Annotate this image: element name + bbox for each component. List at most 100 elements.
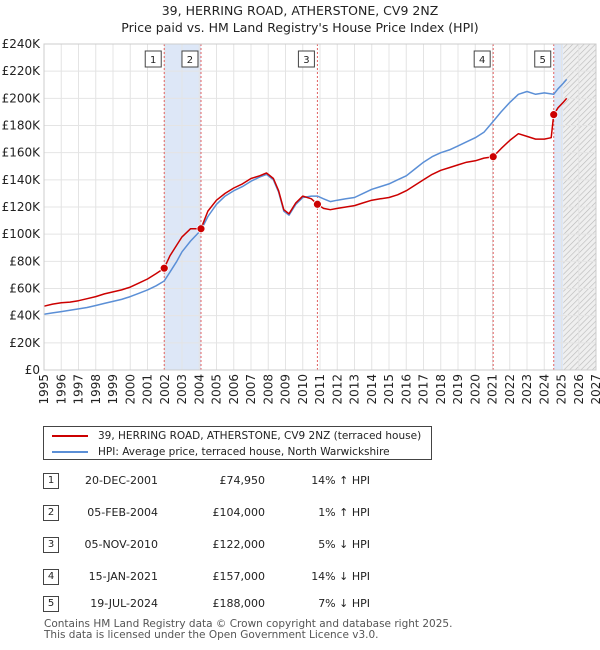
sale-date: 05-FEB-2004 [87, 506, 158, 519]
y-tick-label: £120K [2, 200, 42, 214]
x-tick-label: 2004 [192, 374, 206, 405]
sale-number: 3 [43, 537, 59, 553]
sale-price: £122,000 [212, 538, 266, 551]
sale-label-text: 1 [150, 55, 156, 66]
x-tick-label: 2023 [520, 374, 534, 405]
x-tick-label: 2020 [468, 374, 482, 405]
x-tick-label: 2015 [382, 374, 396, 405]
sale-date: 15-JAN-2021 [88, 570, 158, 583]
x-tick-label: 2012 [330, 374, 344, 405]
x-tick-label: 2027 [589, 374, 600, 405]
sale-label-box [144, 50, 162, 68]
y-tick-label: £140K [2, 173, 42, 187]
x-tick-label: 2018 [434, 374, 448, 405]
footer: Contains HM Land Registry data © Crown c… [44, 619, 584, 641]
y-tick-label: £100K [2, 227, 42, 241]
x-tick-label: 2000 [123, 374, 137, 405]
legend-item-hpi: HPI: Average price, terraced house, Nort… [52, 444, 390, 460]
sale-point [313, 199, 322, 209]
y-tick-label: £160K [2, 146, 42, 160]
table-row: 5 19-JUL-2024 £188,000 7% ↓ HPI [0, 595, 600, 615]
x-tick-label: 2010 [296, 374, 310, 405]
series-layer [43, 78, 568, 316]
y-tick-label: £180K [2, 119, 42, 133]
legend-item-property: 39, HERRING ROAD, ATHERSTONE, CV9 2NZ (t… [52, 428, 421, 444]
x-tick-label: 1998 [89, 374, 103, 405]
x-tick-label: 1996 [54, 374, 68, 405]
sale-label-box [473, 50, 491, 68]
x-tick-label: 2019 [451, 374, 465, 405]
y-tick-label: £40K [9, 309, 41, 323]
sale-point [196, 224, 206, 234]
table-row: 3 05-NOV-2010 £122,000 5% ↓ HPI [0, 536, 600, 556]
legend-label-property: 39, HERRING ROAD, ATHERSTONE, CV9 2NZ (t… [98, 430, 422, 442]
x-tick-label: 1999 [106, 374, 120, 405]
sale-label-text: 5 [540, 55, 546, 66]
x-tick-label: 2022 [503, 374, 517, 405]
table-row: 1 20-DEC-2001 £74,950 14% ↑ HPI [0, 472, 600, 492]
legend-swatch-property [52, 435, 88, 437]
x-tick-label: 2002 [158, 374, 172, 405]
x-tick-label: 2005 [210, 374, 224, 405]
y-tick-label: £80K [9, 254, 41, 268]
sale-date: 05-NOV-2010 [84, 538, 158, 551]
sale-point [159, 263, 169, 273]
x-tick-label: 2001 [141, 374, 155, 405]
y-tick-label: £60K [9, 282, 41, 296]
sale-number: 1 [43, 473, 59, 489]
x-tick-label: 1995 [37, 374, 51, 405]
sale-label-text: 3 [303, 55, 309, 66]
legend-label-hpi: HPI: Average price, terraced house, Nort… [98, 446, 390, 458]
x-tick-label: 2003 [175, 374, 189, 405]
x-tick-label: 2008 [261, 374, 275, 405]
x-tick-label: 2025 [555, 374, 569, 405]
legend-swatch-hpi [52, 451, 88, 453]
sale-label-box [181, 50, 199, 68]
chart-title: 39, HERRING ROAD, ATHERSTONE, CV9 2NZ Pr… [0, 2, 600, 36]
sale-label-box [297, 50, 315, 68]
series-line-property [43, 97, 568, 307]
sale-point [549, 110, 559, 120]
sale-number: 4 [43, 569, 59, 585]
sale-hpi-diff: 1% ↑ HPI [318, 506, 370, 519]
axis-layer: £0 £20K £40K £60K £80K £100K £120K £140K £160K £1… [2, 37, 600, 405]
x-tick-label: 2014 [365, 374, 379, 405]
x-tick-label: 2011 [313, 374, 327, 405]
title-address: 39, HERRING ROAD, ATHERSTONE, CV9 2NZ [161, 3, 439, 18]
sale-point [488, 152, 498, 162]
footer-license: This data is licensed under the Open Gov… [44, 629, 379, 641]
x-tick-label: 2006 [227, 374, 241, 405]
x-tick-label: 2024 [537, 374, 551, 405]
y-tick-label: £0 [25, 363, 40, 377]
price-chart: £0 £20K £40K £60K £80K £100K £120K £140K £160K £1… [2, 37, 600, 405]
table-row: 4 15-JAN-2021 £157,000 14% ↓ HPI [0, 568, 600, 588]
sale-hpi-diff: 14% ↑ HPI [311, 474, 370, 487]
sale-hpi-diff: 14% ↓ HPI [311, 570, 370, 583]
sale-label-text: 2 [187, 55, 193, 66]
table-row: 2 05-FEB-2004 £104,000 1% ↑ HPI [0, 504, 600, 524]
label-layer: 1 2 3 4 5 [144, 50, 552, 68]
x-tick-label: 1997 [72, 374, 86, 405]
sale-price: £104,000 [212, 506, 266, 519]
sale-price: £157,000 [212, 570, 266, 583]
sale-date: 20-DEC-2001 [84, 474, 158, 487]
footer-copyright: Contains HM Land Registry data © Crown c… [44, 618, 453, 630]
x-tick-label: 2017 [417, 374, 431, 405]
y-tick-label: £200K [2, 91, 42, 105]
y-tick-label: £240K [2, 37, 42, 51]
sale-number: 2 [43, 505, 59, 521]
title-subtitle: Price paid vs. HM Land Registry's House … [121, 20, 479, 35]
sale-price: £74,950 [219, 474, 266, 487]
x-tick-label: 2013 [348, 374, 362, 405]
x-tick-label: 2026 [572, 374, 586, 405]
sale-hpi-diff: 7% ↓ HPI [318, 597, 370, 610]
y-tick-label: £220K [2, 64, 42, 78]
sale-date: 19-JUL-2024 [90, 597, 158, 610]
x-tick-label: 2016 [399, 374, 413, 405]
y-tick-label: £20K [9, 336, 41, 350]
plot-frame [43, 43, 597, 371]
x-tick-label: 2009 [279, 374, 293, 405]
sale-price: £188,000 [212, 597, 266, 610]
sale-label-text: 4 [479, 55, 485, 66]
legend: 39, HERRING ROAD, ATHERSTONE, CV9 2NZ (t… [43, 426, 432, 460]
